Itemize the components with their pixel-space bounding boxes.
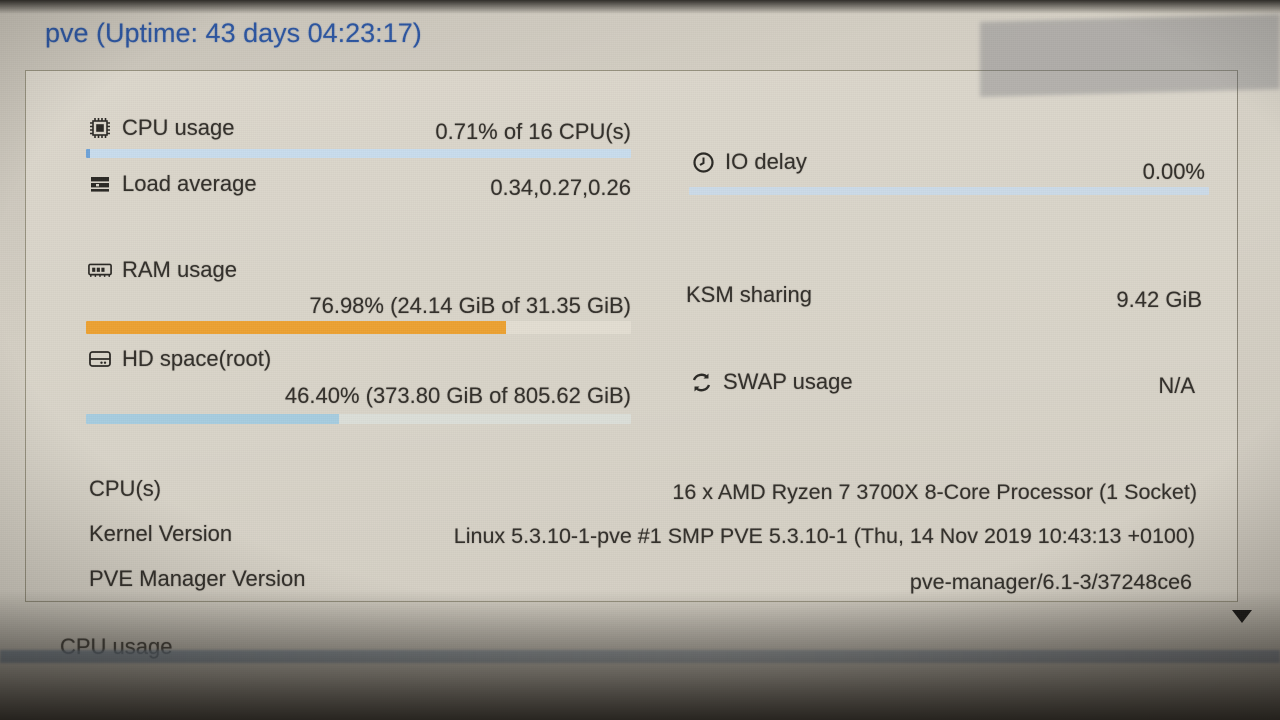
microchip-icon <box>88 116 112 140</box>
load-average-label: Load average <box>122 171 257 196</box>
swap-usage-row: SWAP usage <box>689 369 853 395</box>
io-delay-label: IO delay <box>725 149 807 174</box>
ram-usage-bar-fill <box>86 321 506 334</box>
ram-usage-bar <box>86 321 631 334</box>
tasks-icon <box>88 172 112 196</box>
io-delay-row: IO delay <box>691 149 807 175</box>
ksm-sharing-row: KSM sharing <box>686 282 812 308</box>
hd-space-label: HD space(root) <box>122 346 272 371</box>
refresh-icon <box>689 370 713 394</box>
swap-usage-label: SWAP usage <box>723 369 853 394</box>
hd-space-bar-fill <box>86 414 339 424</box>
node-status-panel: CPU usage 0.71% of 16 CPU(s) Load averag… <box>25 70 1238 602</box>
swap-usage-value: N/A <box>1158 373 1195 398</box>
hd-space-value: 46.40% (373.80 GiB of 805.62 GiB) <box>284 383 631 408</box>
ksm-sharing-value: 9.42 GiB <box>1116 287 1202 312</box>
cpu-usage-bar-fill <box>86 149 90 158</box>
memory-icon <box>88 258 112 282</box>
ram-usage-value: 76.98% (24.14 GiB of 31.35 GiB) <box>309 293 631 318</box>
chart-header-divider <box>0 650 1280 663</box>
ram-usage-row: RAM usage <box>88 257 237 283</box>
pve-manager-version-label: PVE Manager Version <box>89 566 306 591</box>
ksm-sharing-label: KSM sharing <box>686 282 812 307</box>
clock-icon <box>691 150 715 174</box>
cpus-label: CPU(s) <box>89 476 162 501</box>
ram-usage-label: RAM usage <box>122 257 237 282</box>
node-title: pve (Uptime: 43 days 04:23:17) <box>45 18 422 48</box>
cpu-usage-label: CPU usage <box>122 115 235 140</box>
io-delay-bar <box>689 187 1209 195</box>
chevron-down-icon[interactable] <box>1232 610 1252 623</box>
load-average-row: Load average <box>88 171 257 197</box>
cpu-usage-bar <box>86 149 631 158</box>
load-average-value: 0.34,0.27,0.26 <box>490 175 631 200</box>
cpus-value: 16 x AMD Ryzen 7 3700X 8-Core Processor … <box>672 480 1197 504</box>
cpu-usage-row: CPU usage <box>88 115 235 141</box>
cpu-usage-value: 0.71% of 16 CPU(s) <box>435 119 631 144</box>
kernel-version-value: Linux 5.3.10-1-pve #1 SMP PVE 5.3.10-1 (… <box>453 524 1195 548</box>
pve-manager-version-value: pve-manager/6.1-3/37248ce6 <box>909 570 1192 594</box>
hd-space-bar <box>86 414 631 424</box>
kernel-version-label: Kernel Version <box>89 521 233 546</box>
hdd-icon <box>88 347 112 371</box>
hd-space-row: HD space(root) <box>88 346 271 372</box>
io-delay-value: 0.00% <box>1142 159 1205 184</box>
